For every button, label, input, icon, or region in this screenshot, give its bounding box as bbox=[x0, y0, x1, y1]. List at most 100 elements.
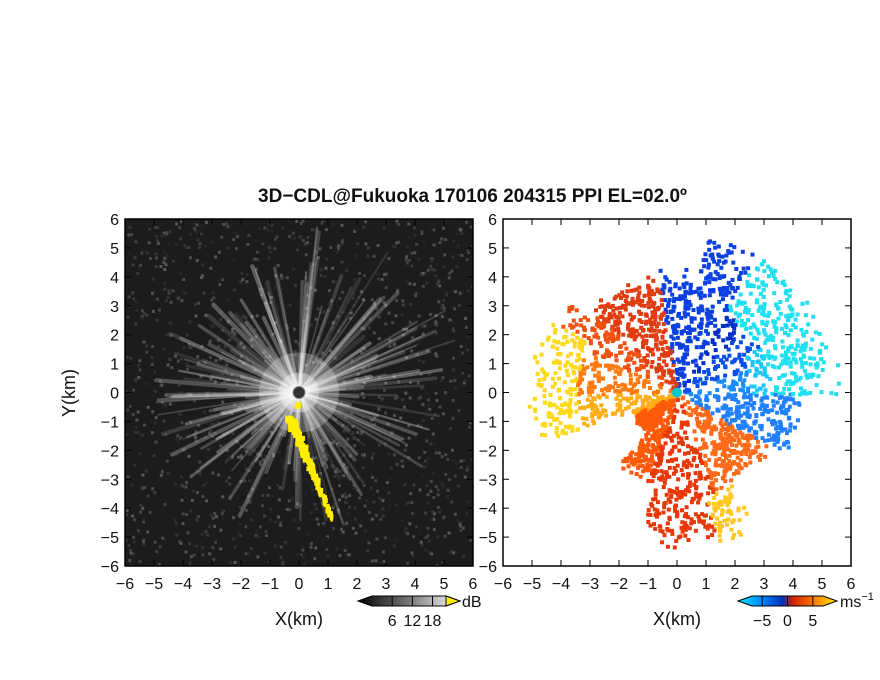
left-noise-speck bbox=[425, 484, 429, 488]
left-noise-speck bbox=[289, 401, 293, 405]
right-velocity-cell bbox=[646, 292, 651, 297]
right-x-tick-label: −6 bbox=[494, 576, 512, 593]
left-noise-speck bbox=[196, 238, 200, 242]
right-velocity-cell bbox=[533, 355, 538, 360]
left-noise-speck bbox=[436, 488, 440, 492]
left-noise-speck bbox=[311, 360, 315, 364]
right-velocity-cell bbox=[689, 517, 694, 522]
left-reflectivity-ray bbox=[157, 391, 300, 416]
right-velocity-cell bbox=[686, 451, 691, 455]
left-noise-speck bbox=[432, 512, 436, 516]
left-noise-speck bbox=[410, 551, 414, 555]
right-velocity-cell bbox=[683, 389, 688, 394]
right-velocity-cell bbox=[603, 352, 608, 357]
right-velocity-cell bbox=[788, 364, 793, 369]
right-velocity-cell bbox=[686, 538, 691, 542]
left-noise-speck bbox=[133, 256, 137, 260]
right-velocity-cell bbox=[715, 272, 720, 277]
right-velocity-cell bbox=[718, 520, 722, 525]
left-noise-speck bbox=[366, 549, 370, 553]
right-velocity-cell bbox=[621, 332, 626, 337]
right-velocity-cell bbox=[708, 253, 713, 258]
left-noise-speck bbox=[127, 544, 131, 547]
left-noise-speck bbox=[410, 349, 414, 353]
right-velocity-cell bbox=[701, 423, 706, 427]
right-velocity-cell bbox=[777, 419, 782, 424]
left-noise-speck bbox=[167, 242, 171, 245]
right-velocity-cell bbox=[671, 385, 676, 390]
right-x-tick-label: −1 bbox=[639, 576, 657, 593]
left-noise-speck bbox=[132, 297, 136, 301]
right-velocity-cell bbox=[638, 459, 642, 464]
left-noise-speck bbox=[369, 476, 373, 480]
left-noise-speck bbox=[195, 518, 199, 522]
left-noise-speck bbox=[192, 544, 196, 548]
left-colorbar-tick-label: 6 bbox=[388, 613, 397, 630]
left-reflectivity-ray bbox=[245, 390, 301, 412]
left-noise-speck bbox=[222, 223, 226, 226]
left-noise-speck bbox=[260, 427, 263, 431]
left-noise-speck bbox=[465, 258, 469, 262]
right-velocity-cell bbox=[745, 280, 750, 284]
chart-title: 3D−CDL@Fukuoka 170106 204315 PPI EL=02.0… bbox=[258, 186, 687, 207]
right-velocity-cell bbox=[724, 463, 728, 468]
left-noise-speck bbox=[232, 537, 236, 541]
right-velocity-cell bbox=[771, 433, 776, 438]
left-noise-speck bbox=[353, 229, 357, 233]
right-velocity-cell bbox=[750, 363, 755, 368]
right-velocity-cell bbox=[730, 436, 734, 441]
left-noise-speck bbox=[319, 361, 323, 365]
right-velocity-cell bbox=[639, 303, 644, 308]
right-velocity-cell bbox=[603, 333, 608, 338]
left-noise-speck bbox=[460, 383, 464, 387]
right-velocity-cell bbox=[726, 432, 731, 437]
right-velocity-cell bbox=[616, 326, 621, 331]
right-velocity-cell bbox=[705, 526, 710, 531]
left-reflectivity-ray bbox=[297, 308, 330, 394]
right-velocity-cell bbox=[731, 396, 736, 401]
right-velocity-cell bbox=[783, 399, 788, 404]
right-velocity-cell bbox=[658, 461, 663, 466]
right-velocity-cell bbox=[678, 490, 683, 495]
left-noise-speck bbox=[408, 236, 412, 240]
left-noise-speck bbox=[346, 465, 349, 469]
right-velocity-cell bbox=[744, 511, 749, 516]
right-velocity-cell bbox=[688, 480, 693, 485]
left-noise-speck bbox=[172, 259, 176, 263]
left-noise-speck bbox=[364, 375, 368, 379]
right-velocity-cell bbox=[603, 337, 608, 342]
right-velocity-cell bbox=[725, 336, 730, 341]
left-noise-speck bbox=[344, 444, 348, 447]
left-noise-speck bbox=[174, 354, 178, 358]
left-noise-speck bbox=[408, 522, 412, 526]
right-velocity-cell bbox=[619, 367, 624, 372]
left-reflectivity-ray bbox=[216, 391, 301, 454]
right-x-tick-label: −5 bbox=[523, 576, 541, 593]
left-noise-speck bbox=[376, 243, 380, 247]
left-noise-speck bbox=[362, 453, 366, 457]
left-noise-speck bbox=[154, 234, 158, 238]
left-noise-speck bbox=[304, 492, 308, 496]
right-y-tick-label-right: −6 bbox=[479, 559, 497, 576]
left-reflectivity-ray bbox=[186, 391, 301, 439]
left-noise-speck bbox=[175, 242, 178, 246]
right-velocity-cell bbox=[786, 333, 791, 337]
right-velocity-cell bbox=[638, 374, 643, 379]
right-velocity-cell bbox=[732, 471, 736, 476]
left-noise-speck bbox=[397, 223, 401, 226]
left-reflectivity-ray bbox=[297, 279, 304, 395]
left-noise-speck bbox=[426, 493, 430, 497]
left-noise-speck bbox=[361, 415, 365, 419]
left-noise-speck bbox=[230, 313, 234, 317]
right-velocity-cell bbox=[712, 259, 717, 264]
left-noise-speck bbox=[251, 487, 255, 491]
left-noise-speck bbox=[325, 453, 329, 457]
right-velocity-cell bbox=[772, 291, 777, 296]
left-noise-speck bbox=[217, 473, 220, 477]
right-velocity-cell bbox=[650, 406, 655, 411]
right-velocity-cell bbox=[657, 383, 662, 388]
left-reflectivity-ray bbox=[297, 390, 342, 416]
left-noise-speck bbox=[378, 496, 382, 500]
right-velocity-cell bbox=[536, 382, 541, 387]
right-velocity-cell bbox=[634, 372, 638, 377]
